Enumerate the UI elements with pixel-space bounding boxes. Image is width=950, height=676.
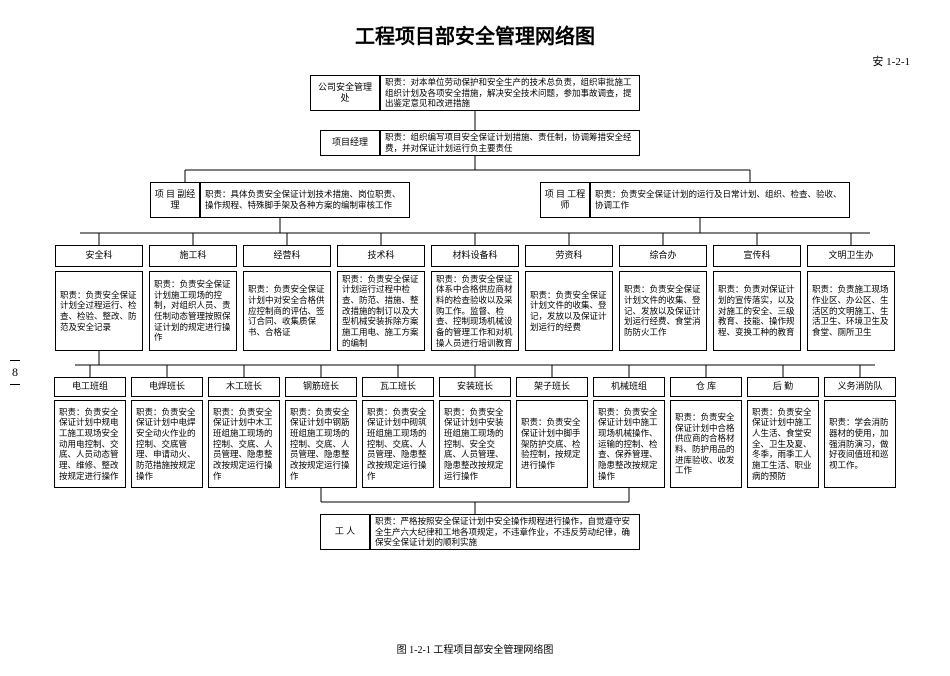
node-dept-3: 技术科	[337, 245, 425, 267]
node-deputy-manager: 项 目 副经理	[150, 182, 200, 218]
node-dept-0: 安全科	[55, 245, 143, 267]
node-worker: 工 人	[320, 514, 370, 550]
node-dept-8: 文明卫生办	[807, 245, 895, 267]
figure-caption: 图 1-2-1 工程项目部安全管理网络图	[40, 641, 910, 656]
node-project-engineer: 项 目 工程师	[540, 182, 590, 218]
connector-lines	[40, 75, 910, 635]
node-team-8: 仓 库	[670, 377, 742, 397]
node-team-2-duty: 职责：负责安全保证计划中木工班组施工现场的控制、交底、人员管理、隐患整改按规定运…	[208, 400, 280, 488]
node-team-9: 后 勤	[747, 377, 819, 397]
node-dept-1-duty: 职责：负责安全保证计划施工现场的控制，对组织人员、责任制动态管理按照保证计划的规…	[149, 271, 237, 351]
node-dept-5: 劳资科	[525, 245, 613, 267]
node-team-7-duty: 职责：负责安全保证计划中施工现场机械操作、运输的控制、检查、保养管理、隐患整改按…	[593, 400, 665, 488]
node-team-7: 机械班组	[593, 377, 665, 397]
node-team-10: 义务消防队	[824, 377, 896, 397]
node-team-5-duty: 职责：负责安全保证计划中安装班组施工现场的控制、安全交底、人员管理、隐患整改按规…	[439, 400, 511, 488]
node-team-9-duty: 职责：负责安全保证计划中施工人生活、食堂安全、卫生及夏、冬季，雨季工人施工生活、…	[747, 400, 819, 488]
node-team-2: 木工班长	[208, 377, 280, 397]
node-dept-1: 施工科	[149, 245, 237, 267]
node-worker-duty: 职责：严格按照安全保证计划中安全操作规程进行操作，自觉遵守安全生产六大纪律和工地…	[370, 514, 640, 550]
chart-title: 工程项目部安全管理网络图	[40, 20, 910, 49]
node-dept-2-duty: 职责：负责安全保证计划中对安全合格供应控制商的评估、签订合同、收集质保书、合格证	[243, 271, 331, 351]
node-team-1: 电焊班长	[131, 377, 203, 397]
node-dept-5-duty: 职责：负责安全保证计划文件的收集、登记，发放以及保证计划运行的经费	[525, 271, 613, 351]
node-dept-0-duty: 职责：负责安全保证计划全过程运行、检查、检验、整改、防范及安全记录	[55, 271, 143, 351]
node-team-0-duty: 职责：负责安全保证计划中规电工施工现场安全动用电控制、交底、人员动态管理、维修、…	[54, 400, 126, 488]
node-team-4-duty: 职责：负责安全保证计划中砌筑班组施工现场的控制、交底、人员管理、隐患整改按规定运…	[362, 400, 434, 488]
node-project-engineer-duty: 职责：负责安全保证计划的运行及日常计划、组织、检查、验收、协调工作	[590, 182, 850, 218]
doc-number: 安 1-2-1	[40, 53, 910, 69]
page-number: 8	[10, 360, 20, 385]
node-company-safety: 公司安全管理处	[310, 75, 380, 111]
node-dept-3-duty: 职责：负责安全保证计划运行过程中检查、防范、措施、整改措施的制订以及大型机械安装…	[337, 271, 425, 351]
org-chart: 公司安全管理处职责：对本单位劳动保护和安全生产的技术总负责，组织审批施工组织计划…	[40, 75, 910, 635]
node-team-0: 电工班组	[54, 377, 126, 397]
node-project-manager: 项目经理	[320, 130, 380, 156]
node-dept-4-duty: 职责：负责安全保证体系中合格供应商材料的检查验收以及采购工作。监督、检查、控制现…	[431, 271, 519, 351]
node-team-6: 架子班长	[516, 377, 588, 397]
node-dept-7: 宣传科	[713, 245, 801, 267]
node-dept-6: 综合办	[619, 245, 707, 267]
node-team-8-duty: 职责：负责安全保证计划中合格供应商的合格材料、防护用品的进库验收、收发工作	[670, 400, 742, 488]
node-dept-2: 经营科	[243, 245, 331, 267]
node-team-3: 钢筋班长	[285, 377, 357, 397]
node-dept-6-duty: 职责：负责安全保证计划文件的收集、登记、发放以及保证计划运行经费、食堂消防防火工…	[619, 271, 707, 351]
node-team-4: 瓦工班长	[362, 377, 434, 397]
node-team-6-duty: 职责：负责安全保证计划中脚手架防护交底、检验控制，按规定进行操作	[516, 400, 588, 488]
node-team-1-duty: 职责：负责安全保证计划中电焊安全动火作业的控制、交底管理、申请动火、防范措施按规…	[131, 400, 203, 488]
node-company-safety-duty: 职责：对本单位劳动保护和安全生产的技术总负责，组织审批施工组织计划及各项安全措施…	[380, 75, 640, 111]
node-dept-7-duty: 职责：负责对保证计划的宣传落实，以及对施工的安全、三级教育、技能、操作规程、变换…	[713, 271, 801, 351]
node-project-manager-duty: 职责：组织编写项目安全保证计划措施、责任制，协调筹措安全经费，并对保证计划运行负…	[380, 130, 640, 156]
node-team-5: 安装班长	[439, 377, 511, 397]
node-dept-8-duty: 职责：负责施工现场作业区、办公区、生活区的文明施工、生活卫生、环境卫生及食堂、厕…	[807, 271, 895, 351]
node-deputy-manager-duty: 职责：具体负责安全保证计划技术措施、岗位职责、操作规程、特殊脚手架及各种方案的编…	[200, 182, 410, 218]
node-dept-4: 材料设备科	[431, 245, 519, 267]
node-team-10-duty: 职责：学会消防器材的使用，加强消防演习，做好夜间值班和巡视工作。	[824, 400, 896, 488]
node-team-3-duty: 职责：负责安全保证计划中钢筋班组施工现场的控制、交底、人员管理、隐患整改按规定运…	[285, 400, 357, 488]
